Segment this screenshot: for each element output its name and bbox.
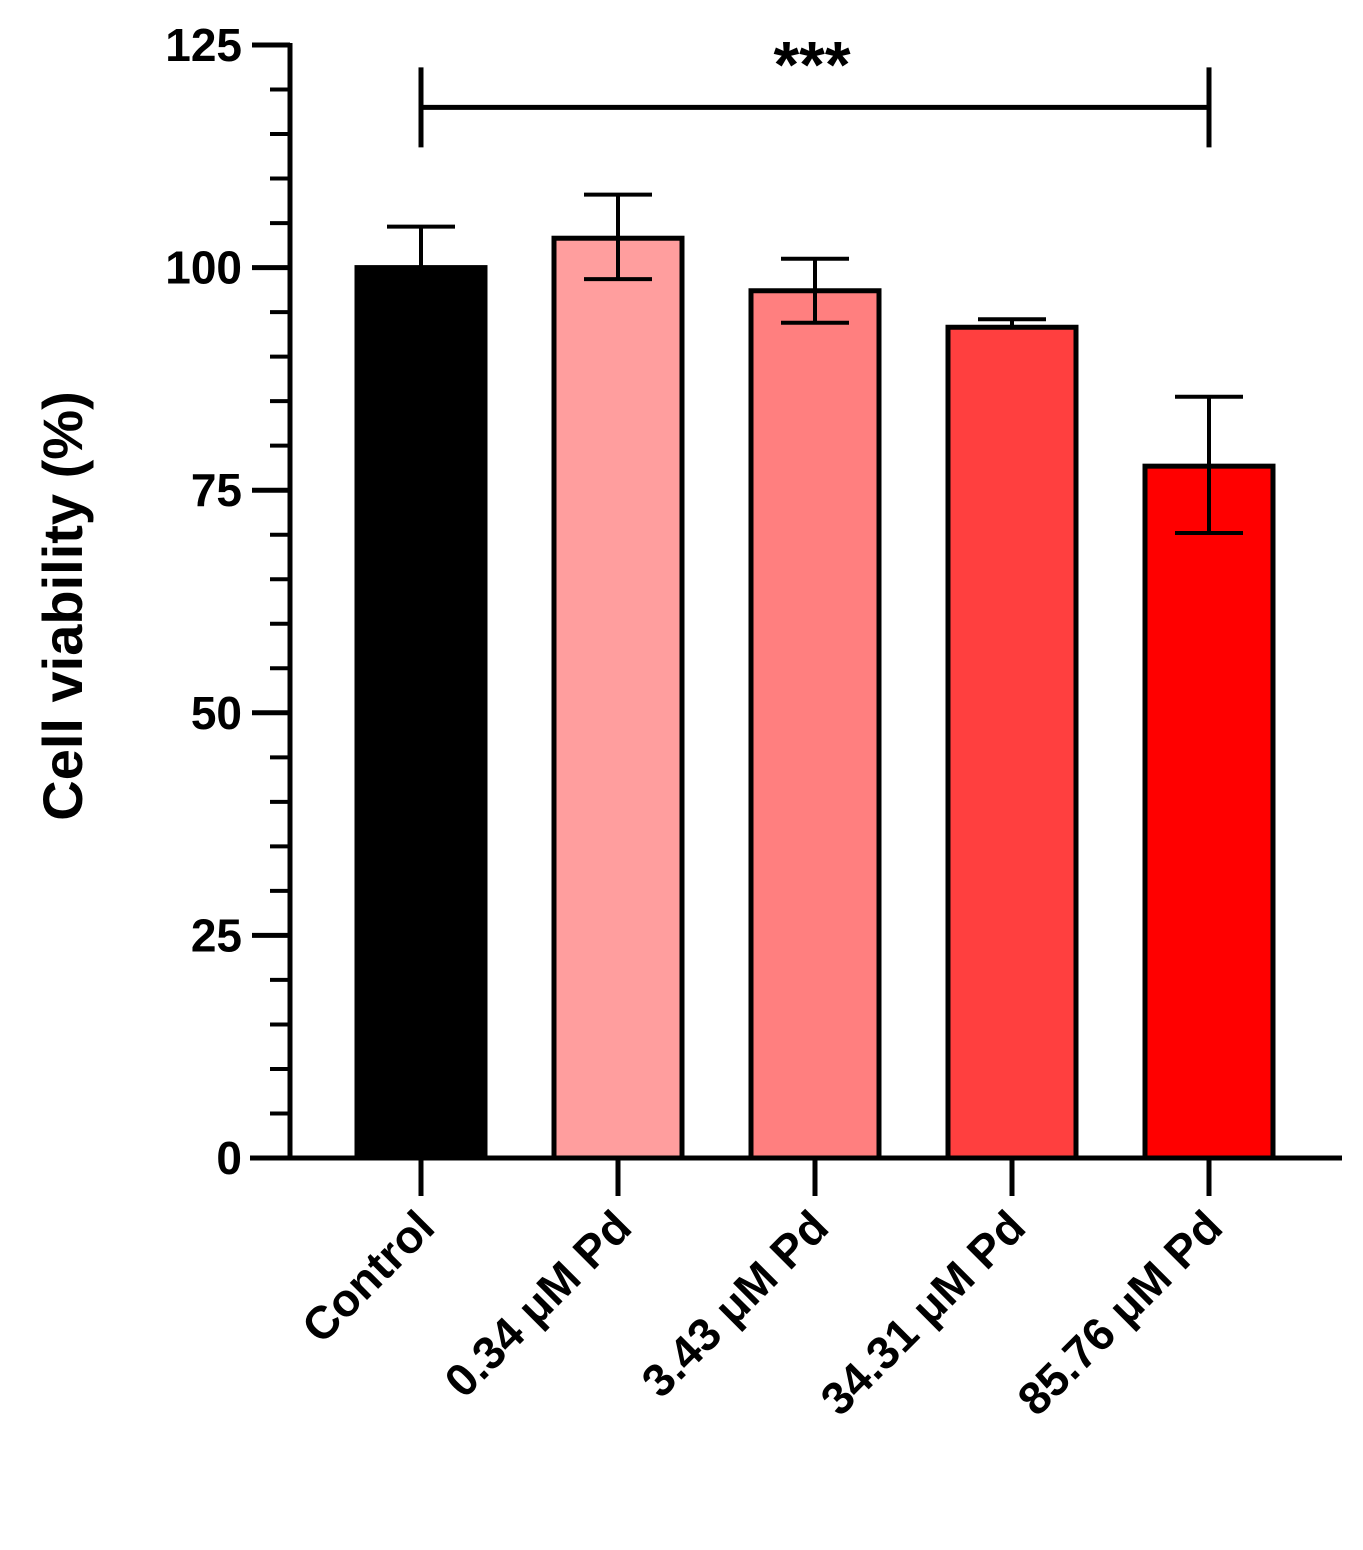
y-tick-label: 125 [165, 19, 242, 71]
significance-annotation: *** [418, 27, 1212, 148]
x-tick-label: 3.43 μM Pd [631, 1200, 838, 1407]
x-tick-label: 0.34 μM Pd [434, 1200, 641, 1407]
error-bars [387, 192, 1243, 535]
bar-1 [354, 265, 488, 1161]
bar-3 [748, 288, 882, 1161]
significance-label: *** [773, 27, 850, 101]
bar-2 [551, 235, 685, 1161]
bar-5 [1142, 463, 1276, 1161]
bar-4 [945, 324, 1079, 1161]
x-tick-label: 34.31 μM Pd [810, 1200, 1035, 1425]
y-tick-label: 0 [216, 1132, 242, 1184]
y-tick-label: 100 [165, 242, 242, 294]
y-tick-label: 25 [191, 909, 242, 961]
x-tick-label: Control [292, 1200, 444, 1352]
x-tick-label: 85.76 μM Pd [1007, 1200, 1232, 1425]
y-tick-label: 75 [191, 464, 242, 516]
bars [354, 235, 1276, 1161]
y-axis-title: Cell viability (%) [31, 391, 94, 820]
y-axis: 0 25 50 75 100 125 [165, 19, 293, 1184]
y-tick-label: 50 [191, 687, 242, 739]
